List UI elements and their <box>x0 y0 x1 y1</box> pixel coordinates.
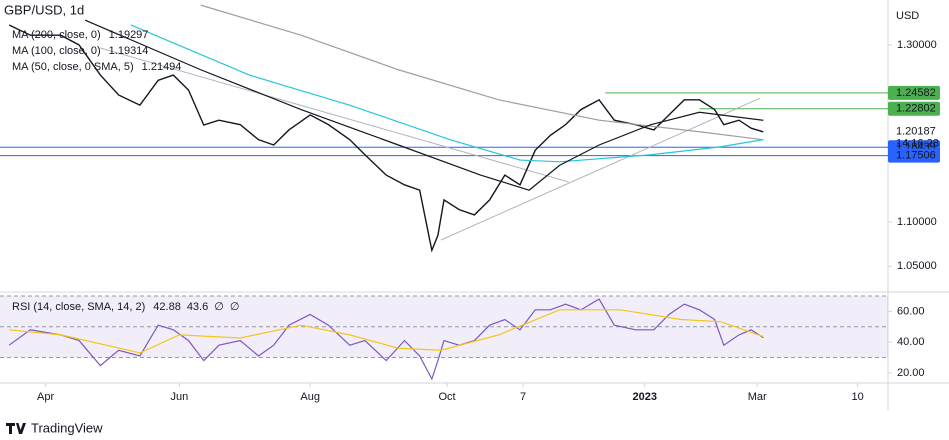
indicator-line <box>130 24 764 163</box>
legend-value: 42.88 <box>153 301 181 313</box>
legend-value: 43.6 <box>187 301 208 313</box>
y-tick-label: 40.00 <box>897 336 925 348</box>
price-level-box <box>888 148 940 163</box>
trendline <box>100 47 569 183</box>
legend-na: ∅ <box>230 301 240 313</box>
price-level-label: 1.17506 <box>896 149 936 161</box>
trendline <box>440 97 761 241</box>
indicator-line <box>8 298 764 381</box>
price-level-label: 1.22802 <box>896 103 936 115</box>
y-tick-label: 60.00 <box>897 305 925 317</box>
x-tick-label: 10 <box>851 391 863 403</box>
x-tick-label: 2023 <box>632 391 656 403</box>
indicator-line <box>200 4 764 141</box>
price-level-box <box>888 85 940 100</box>
legend-value: 1.21494 <box>142 61 182 73</box>
legend-na: ∅ <box>214 301 224 313</box>
y-tick-label: 20.00 <box>897 367 925 379</box>
x-tick-label: Mar <box>748 391 767 403</box>
brand: TradingView <box>31 420 103 435</box>
x-tick-label: Oct <box>438 391 455 403</box>
legend-name: MA (200, close, 0) <box>12 29 101 41</box>
y-tick-label: 1.05000 <box>897 260 937 272</box>
chart-title: GBP/USD, 1d <box>4 2 84 17</box>
x-tick-label: Aug <box>300 391 320 403</box>
price-line <box>8 24 764 253</box>
time-to-close: 14:16:28 <box>896 138 939 150</box>
currency: USD <box>896 10 919 22</box>
price-level-label: 1.24582 <box>896 87 936 99</box>
y-tick-label: 1.30000 <box>897 39 937 51</box>
legend-value: 1.19297 <box>109 29 149 41</box>
legend-name: MA (100, close, 0) <box>12 45 101 57</box>
x-tick-label: 7 <box>520 391 526 403</box>
legend-value: 1.19314 <box>109 45 149 57</box>
logo-mark <box>6 423 26 434</box>
logo <box>6 423 26 434</box>
last-price: 1.20187 <box>896 126 936 138</box>
legend-name: MA (50, close, 0 SMA, 5) <box>12 61 134 73</box>
x-tick-label: Jun <box>171 391 189 403</box>
price-level-box <box>888 101 940 116</box>
indicator-line <box>9 309 764 354</box>
indicator-title: RSI (14, close, SMA, 14, 2) <box>12 301 145 313</box>
y-tick-label: 1.10000 <box>897 216 937 228</box>
x-tick-label: Apr <box>37 391 54 403</box>
indicator-line <box>84 19 764 191</box>
